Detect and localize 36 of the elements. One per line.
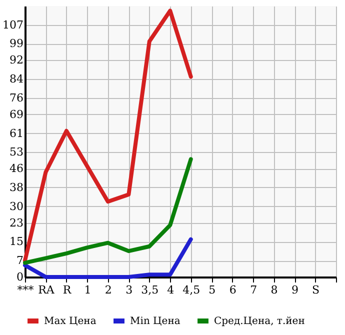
x-tick-label: 4 (167, 284, 174, 296)
y-tick-label: 53 (10, 146, 24, 159)
x-tick-label: 8 (270, 284, 278, 296)
y-tick-label: 92 (10, 54, 24, 67)
x-tick-label: 9 (292, 284, 299, 296)
legend-label: Min Цена (130, 316, 180, 327)
y-tick-label: 76 (10, 91, 24, 104)
line-series (23, 8, 193, 263)
y-tick-label: 38 (10, 180, 24, 194)
x-tick-label: 3 (126, 284, 133, 296)
x-tick-label: 2 (104, 284, 112, 296)
y-tick-label: 30 (10, 200, 24, 213)
y-tick-label: 15 (10, 235, 24, 248)
x-tick-label: *** (17, 284, 34, 296)
legend-label: Max Цена (44, 316, 96, 327)
y-tick-label: 84 (10, 72, 24, 86)
x-tick-label: 6 (229, 284, 236, 296)
x-tick-label: RA (38, 284, 56, 296)
line-series (23, 157, 193, 265)
legend-label: Сред.Цена, т.йен (214, 316, 306, 327)
y-tick-label: 7 (16, 254, 24, 268)
x-tick-label: 5 (208, 284, 216, 296)
line-series (23, 237, 193, 279)
y-tick-label: 0 (16, 270, 24, 284)
y-tick-label: 99 (10, 37, 24, 50)
x-tick-label: 4,5 (182, 284, 200, 296)
y-tick-label: 69 (10, 108, 24, 121)
x-tick-label: 7 (250, 284, 258, 296)
x-tick-label: R (62, 284, 72, 296)
x-tick-label: 3,5 (141, 284, 159, 296)
y-tick-label: 61 (10, 126, 24, 140)
y-tick-label: 23 (10, 216, 24, 230)
y-tick-label: 107 (2, 18, 24, 32)
y-tick-label: 46 (10, 162, 24, 176)
x-tick-label: 1 (84, 284, 92, 296)
x-tick-label: S (312, 284, 320, 296)
